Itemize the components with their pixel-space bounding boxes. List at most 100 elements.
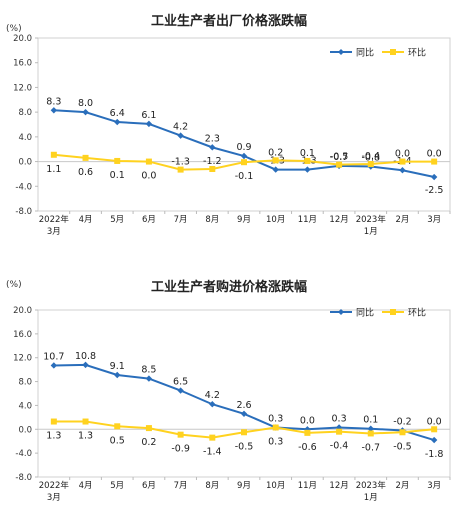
data-label-mom: 0.3	[268, 436, 283, 447]
data-label-yoy: 8.3	[46, 96, 61, 107]
data-label-mom: -0.1	[235, 171, 254, 182]
data-point-yoy	[240, 410, 248, 417]
data-point-yoy	[114, 118, 121, 126]
x-tick-label: 10月	[266, 481, 285, 491]
x-tick-label: 3月	[427, 215, 441, 225]
y-tick-label: 8.0	[18, 108, 32, 118]
data-label-mom: 0.1	[300, 148, 315, 159]
data-label-yoy: 0.1	[363, 415, 378, 426]
data-point-mom	[145, 425, 152, 432]
data-label-mom: 0.0	[427, 149, 442, 160]
data-point-mom	[82, 154, 89, 161]
data-point-mom	[209, 434, 216, 441]
data-point-mom	[367, 161, 374, 168]
legend-marker-yoy	[338, 309, 344, 315]
data-label-mom: -0.5	[235, 441, 254, 452]
data-point-yoy	[50, 107, 58, 114]
data-point-mom	[50, 151, 57, 158]
data-point-mom	[82, 418, 89, 425]
data-point-yoy	[272, 166, 279, 173]
purchase-price-chart: 工业生产者购进价格涨跌幅 (%) 20.0 16.0 12.0 8.0 4.0 0.0 -4…	[0, 252, 458, 507]
x-tick-label: 9月	[237, 215, 251, 225]
data-point-mom	[336, 428, 343, 435]
data-label-mom: 0.2	[141, 437, 156, 448]
data-label-mom: 0.6	[78, 167, 93, 178]
x-tick-label: 12月	[329, 215, 348, 225]
y-tick-label: -4.0	[15, 182, 32, 192]
data-label-mom: 1.1	[46, 164, 61, 175]
data-label-mom: -1.3	[171, 157, 190, 168]
data-point-mom	[114, 157, 121, 164]
data-label-yoy: 6.1	[141, 110, 156, 121]
data-label-yoy: 4.2	[205, 390, 220, 401]
data-point-yoy	[50, 362, 58, 369]
y-tick-label: 20.0	[13, 306, 32, 316]
data-point-mom	[304, 429, 311, 436]
data-point-mom	[304, 157, 311, 164]
y-unit-label: (%)	[6, 24, 22, 34]
data-point-yoy	[82, 361, 89, 369]
x-tick-label: 2022年	[39, 480, 70, 491]
x-tick-label: 5月	[110, 481, 124, 491]
data-point-yoy	[177, 387, 184, 394]
data-point-mom	[272, 424, 279, 431]
y-tick-label: 20.0	[13, 34, 32, 44]
x-tick-label: 11月	[298, 215, 317, 225]
x-tick-label: 8月	[205, 481, 219, 491]
data-label-yoy: 8.5	[141, 365, 156, 376]
x-tick-label: 7月	[174, 215, 188, 225]
data-label-mom: -0.5	[393, 441, 412, 452]
x-tick-label: 2月	[396, 215, 410, 225]
data-point-mom	[50, 418, 57, 425]
data-label-mom: -0.4	[330, 441, 349, 452]
data-point-mom	[431, 426, 438, 433]
data-label-yoy: 0.0	[300, 415, 315, 426]
data-label-yoy: 8.0	[78, 98, 93, 109]
data-point-mom	[431, 158, 438, 165]
x-tick-label: 3月	[47, 227, 61, 237]
data-label-mom: 0.5	[110, 435, 125, 446]
data-point-mom	[145, 158, 152, 165]
x-tick-label: 2023年	[356, 214, 387, 225]
y-tick-label: 16.0	[13, 59, 32, 69]
data-label-yoy: 10.7	[43, 351, 64, 362]
x-tick-label: 4月	[79, 481, 93, 491]
x-tick-label: 2023年	[356, 480, 387, 491]
data-label-yoy: -0.7	[330, 152, 349, 163]
data-label-yoy: -2.5	[425, 185, 444, 196]
data-label-mom: -1.2	[203, 156, 222, 167]
y-tick-label: -8.0	[15, 207, 32, 217]
x-tick-label: 7月	[174, 481, 188, 491]
data-label-mom: 0.0	[427, 416, 442, 427]
data-label-mom: -0.6	[298, 442, 317, 453]
data-point-yoy	[304, 166, 311, 173]
output-price-chart: 工业生产者出厂价格涨跌幅 (%) 20.0 16.0 12.0 8.0 4.0 0.0 -4…	[0, 0, 458, 250]
data-point-yoy	[430, 173, 438, 181]
data-label-yoy: 9.1	[110, 361, 125, 372]
y-tick-label: 16.0	[13, 330, 32, 340]
data-label-yoy: 0.3	[332, 413, 347, 424]
data-point-mom	[177, 166, 184, 173]
data-point-yoy	[145, 120, 153, 128]
x-tick-label: 2022年	[39, 214, 70, 225]
x-tick-label: 2月	[396, 481, 410, 491]
x-tick-label: 3月	[427, 481, 441, 491]
data-label-mom: -0.9	[171, 444, 190, 455]
data-label-yoy: 6.5	[173, 377, 188, 388]
y-tick-label: 8.0	[18, 378, 32, 388]
data-label-mom: -0.5	[330, 152, 349, 163]
data-point-yoy	[430, 436, 438, 444]
x-tick-label: 11月	[298, 481, 317, 491]
data-point-mom	[177, 431, 184, 438]
x-tick-label: 8月	[205, 215, 219, 225]
data-label-yoy: 0.3	[268, 413, 283, 424]
data-label-yoy: 6.4	[110, 108, 125, 119]
data-point-mom	[241, 159, 247, 166]
data-label-yoy: 0.9	[236, 142, 251, 153]
y-tick-label: 0.0	[18, 425, 32, 435]
x-tick-label: 10月	[266, 215, 285, 225]
data-point-yoy	[145, 375, 153, 382]
data-label-yoy: -0.8	[361, 153, 380, 164]
y-tick-label: -4.0	[15, 449, 32, 459]
y-tick-label: 0.0	[18, 158, 32, 168]
